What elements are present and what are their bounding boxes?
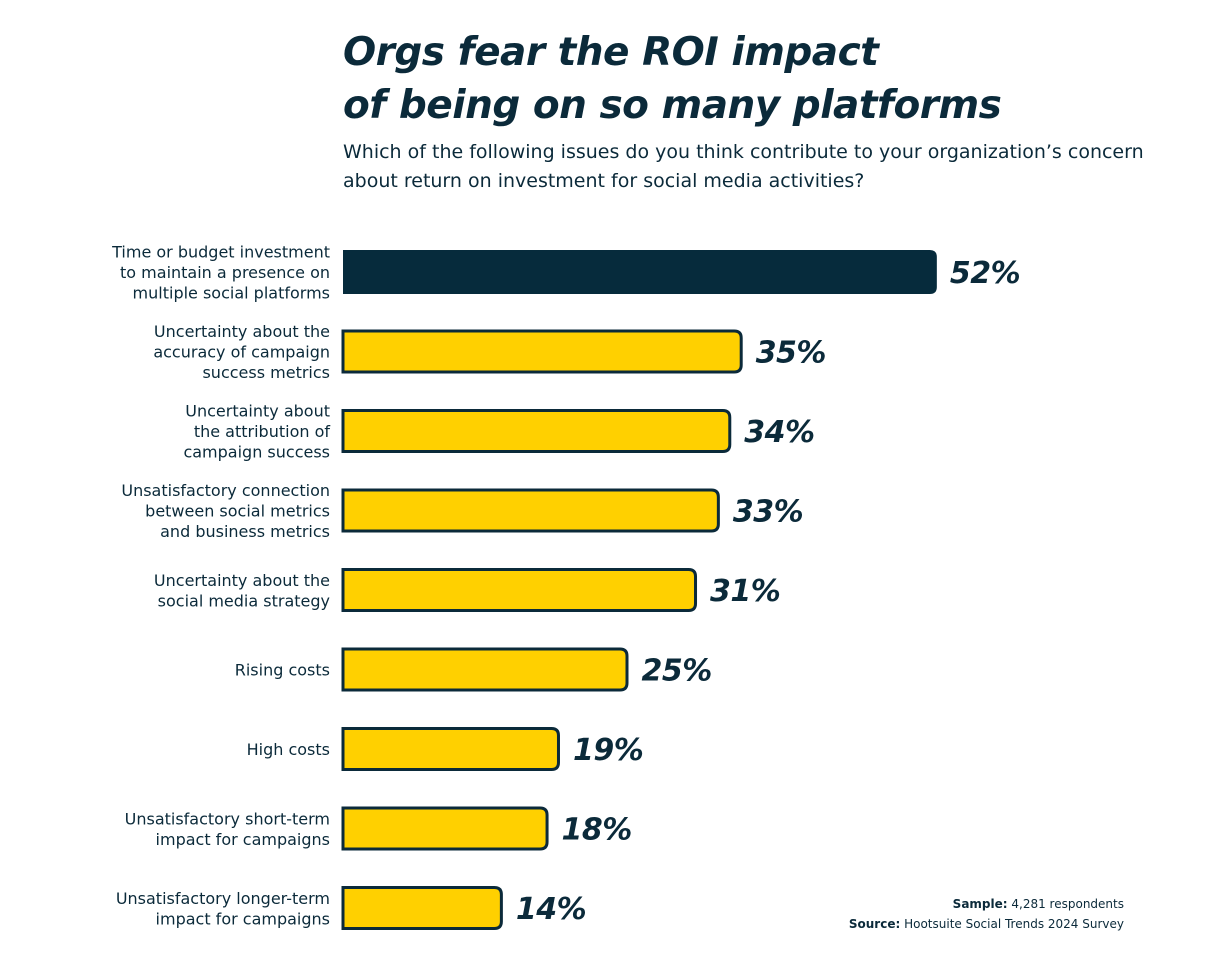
category-label-line: Unsatisfactory connection [121,481,330,500]
value-label: 34% [744,415,814,450]
bar-row: 35% Uncertainty about the accuracy of camp… [153,322,826,382]
category-label: Uncertainty about the accuracy of campaig… [153,322,330,382]
source-footnote: Source: Hootsuite Social Trends 2024 Sur… [849,917,1124,931]
value-label: 33% [733,495,803,530]
category-label-line: social media strategy [158,591,330,610]
bar [341,727,560,771]
category-label-line: Unsatisfactory longer-term [116,889,330,908]
category-label-line: multiple social platforms [133,284,330,303]
bar-row: 18% Unsatisfactory short-term impact for c… [125,806,632,851]
category-label: Unsatisfactory short-term impact for camp… [125,809,330,849]
source-value: Hootsuite Social Trends 2024 Survey [904,917,1124,931]
bar-row: 25% Rising costs [235,647,712,692]
bar [341,409,732,453]
chart-title-line-2: of being on so many platforms [343,83,1002,128]
value-label: 35% [756,336,826,371]
bar [341,329,743,374]
category-label-line: between social metrics [145,502,330,521]
sample-footnote: Sample: 4,281 respondents [953,897,1124,911]
category-label: Uncertainty about the attribution of campa… [183,402,330,462]
category-label: Unsatisfactory connection between social … [121,481,330,541]
category-label-line: impact for campaigns [156,830,330,849]
value-label: 18% [562,813,632,848]
category-label: Time or budget investment to maintain a p… [111,243,330,303]
bar [341,568,698,612]
category-label-line: Uncertainty about [185,402,330,421]
sample-value: 4,281 respondents [1011,897,1124,911]
category-label-line: campaign success [183,443,330,462]
category-label-line: the attribution of [194,422,331,441]
value-label: 31% [710,574,780,609]
category-label-line: Time or budget investment [111,243,330,262]
bar-row: 31% Uncertainty about the social media str… [154,568,781,612]
bar-row: 34% Uncertainty about the attribution of ca… [183,402,815,462]
chart-title-line-1: Orgs fear the ROI impact [343,30,879,75]
category-label-line: Rising costs [235,661,330,680]
value-label: 25% [642,654,712,689]
bar-row: 14% Unsatisfactory longer-term impact for … [116,886,587,930]
category-label-line: to maintain a presence on [120,263,330,282]
category-label-line: High costs [247,740,330,759]
chart-title: Orgs fear the ROI impact of being on so … [343,26,1002,132]
category-label: Unsatisfactory longer-term impact for cam… [116,889,330,929]
value-label: 14% [516,892,586,927]
category-label-line: Uncertainty about the [154,571,330,590]
bar [341,647,629,692]
bar [343,250,937,294]
bar [341,806,549,851]
category-label-line: Uncertainty about the [154,322,330,341]
bar [341,886,503,930]
value-label: 52% [950,256,1020,291]
bar-row: 19% High costs [247,727,644,771]
value-label: 19% [573,733,643,768]
sample-label: Sample: [952,897,1008,911]
bar [341,488,720,533]
category-label: Uncertainty about the social media strate… [154,571,330,611]
category-label-line: and business metrics [160,522,330,541]
bar-row: 52% Time or budget investment to maintain … [111,243,1021,303]
category-label-line: Unsatisfactory short-term [125,809,330,828]
source-label: Source: [848,917,901,931]
chart-subtitle: Which of the following issues do you thi… [343,141,1144,192]
bar-row: 33% Unsatisfactory connection between soci… [121,481,803,541]
category-label-line: success metrics [202,363,330,382]
category-label-line: impact for campaigns [156,909,330,928]
category-label-line: accuracy of campaign [153,343,330,362]
category-label: Rising costs [235,661,330,680]
category-label: High costs [247,740,330,759]
